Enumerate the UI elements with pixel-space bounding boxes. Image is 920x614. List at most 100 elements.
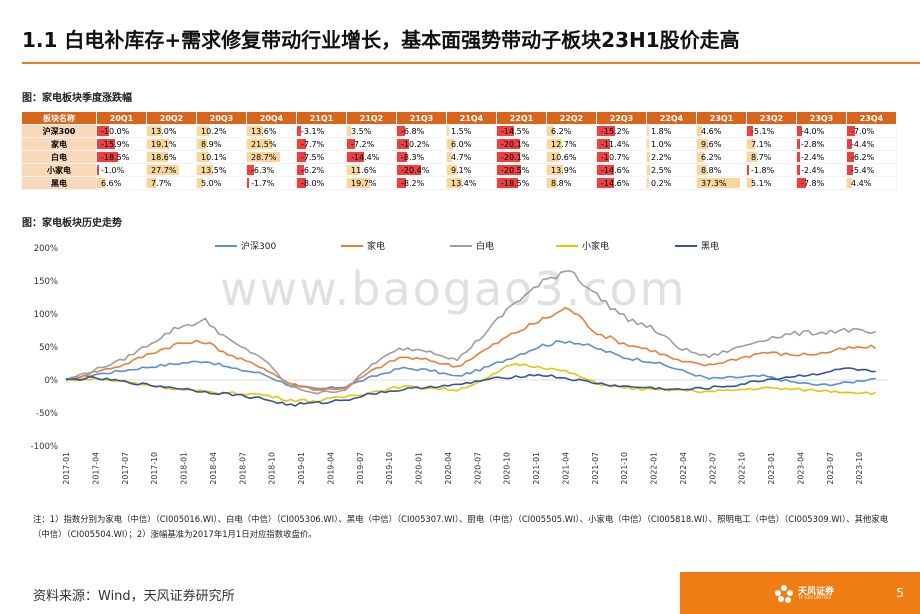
legend-label: 家电 — [367, 240, 385, 252]
cell-databar — [547, 126, 555, 136]
x-tick-label: 2022-01 — [650, 452, 659, 485]
cell-databar — [547, 165, 564, 175]
x-tick-label: 2023-04 — [796, 452, 805, 485]
cell-databar — [347, 139, 356, 149]
table-cell: -20.4% — [396, 163, 447, 177]
table-cell: 8.9% — [196, 137, 247, 151]
series-line — [65, 269, 876, 395]
y-tick-label: 200% — [34, 244, 58, 254]
table-row: 白电 -18.5% 18.6% 10.1% 28.7% -7.5% -14.4% -8.3% 4… — [21, 150, 897, 164]
header-quarter-20Q4: 20Q4 — [246, 111, 297, 125]
cell-databar — [147, 126, 162, 136]
cell-databar — [247, 126, 263, 136]
x-tick-label: 2018-04 — [209, 452, 218, 485]
table-cell: 4.7% — [446, 150, 497, 164]
row-label: 沪深300 — [21, 124, 97, 138]
x-tick-label: 2023-01 — [767, 452, 776, 485]
legend-label: 黑电 — [701, 240, 719, 252]
table-cell: 1.8% — [646, 124, 697, 138]
table-cell: 2.2% — [646, 150, 697, 164]
x-tick-label: 2022-10 — [738, 452, 747, 485]
table-cell: 2.5% — [646, 163, 697, 177]
history-line-chart: 200% 150% 100% 50% 0% -50% -100% 2017-01 2017-04… — [31, 240, 888, 485]
cell-databar — [847, 178, 853, 188]
cell-databar — [647, 165, 650, 175]
cell-databar — [647, 126, 650, 136]
x-tick-label: 2021-10 — [620, 452, 629, 485]
cell-databar — [697, 152, 705, 162]
legend-label: 白电 — [476, 240, 494, 252]
table-cell: 3.5% — [346, 124, 397, 138]
cell-databar — [697, 178, 740, 188]
x-tick-label: 2023-07 — [826, 452, 835, 485]
slide-title: 1.1 白电补库存+需求修复带动行业增长，基本面强势带动子板块23H1股价走高 — [22, 28, 740, 52]
header-quarter-21Q2: 21Q2 — [346, 111, 397, 125]
cell-databar — [697, 126, 703, 136]
y-tick-label: 0% — [45, 376, 59, 386]
cell-databar — [797, 139, 801, 149]
y-tick-label: -50% — [36, 409, 58, 419]
cell-databar — [447, 139, 454, 149]
table-cell: -10.7% — [596, 150, 647, 164]
x-tick-label: 2020-07 — [473, 452, 482, 485]
x-tick-label: 2020-01 — [415, 452, 424, 485]
x-tick-label: 2018-07 — [238, 452, 247, 485]
footer-source-area — [0, 572, 680, 614]
table-cell: -8.3% — [396, 150, 447, 164]
table-row: 黑电 6.6% 7.7% 5.0% -1.7% -8.0% 19.7% -8.2% 13.4% -… — [21, 176, 897, 190]
cell-databar — [597, 178, 614, 188]
row-label: 家电 — [21, 137, 97, 151]
header-quarter-23Q3: 23Q3 — [796, 111, 847, 125]
x-tick-label: 2019-04 — [326, 452, 335, 485]
logo-subtext: TF SECURITIES — [798, 596, 832, 601]
cell-databar — [297, 139, 306, 149]
table-cell: 7.1% — [746, 137, 797, 151]
cell-databar — [397, 165, 421, 175]
watermark: www.baogao3.com — [220, 262, 687, 316]
table-cell: 19.1% — [146, 137, 197, 151]
table-cell: 13.9% — [546, 163, 597, 177]
x-tick-label: 2021-07 — [591, 452, 600, 485]
table-cell: -6.3% — [246, 163, 297, 177]
table-header-row: 板块名称 20Q1 20Q2 20Q3 20Q4 21Q1 21Q2 21Q3 21Q4 22Q… — [21, 111, 897, 125]
x-tick-label: 2022-07 — [708, 452, 717, 485]
cell-databar — [447, 152, 453, 162]
y-tick-label: 150% — [34, 277, 58, 287]
cell-databar — [497, 165, 521, 175]
series-line — [65, 362, 877, 403]
cell-databar — [447, 178, 463, 188]
table-cell: 27.7% — [146, 163, 197, 177]
table-cell: -18.5% — [96, 150, 147, 164]
table-cell: -7.8% — [796, 176, 847, 190]
header-quarter-20Q2: 20Q2 — [146, 111, 197, 125]
cell-databar — [147, 139, 170, 149]
header-quarter-22Q4: 22Q4 — [646, 111, 697, 125]
table-cell: 13.4% — [446, 176, 497, 190]
table-cell: -15.2% — [596, 124, 647, 138]
table-row: 沪深300 -10.0% 13.0% 10.2% 13.6% -3.1% 3.5% -6.8%… — [21, 124, 897, 138]
header-quarter-21Q1: 21Q1 — [296, 111, 347, 125]
header-quarter-22Q2: 22Q2 — [546, 111, 597, 125]
table-cell: 21.5% — [246, 137, 297, 151]
table-cell: 4.4% — [846, 176, 897, 190]
cell-databar — [297, 126, 301, 136]
x-tick-label: 2017-01 — [62, 452, 71, 485]
y-tick-label: 100% — [34, 310, 58, 320]
table-cell: 6.0% — [446, 137, 497, 151]
cell-databar — [297, 152, 306, 162]
cell-databar — [247, 139, 272, 149]
quarterly-performance-table: 板块名称 20Q1 20Q2 20Q3 20Q4 21Q1 21Q2 21Q3 21Q4 22Q… — [21, 111, 897, 190]
cell-databar — [847, 152, 855, 162]
legend-label: 沪深300 — [241, 240, 276, 252]
cell-databar — [97, 152, 119, 162]
table-cell: -14.6% — [596, 176, 647, 190]
table-cell: -2.8% — [796, 137, 847, 151]
table-cell: -8.0% — [296, 176, 347, 190]
cell-databar — [497, 126, 514, 136]
series-line — [65, 367, 876, 407]
cell-databar — [647, 178, 649, 188]
table-cell: -20.1% — [496, 150, 547, 164]
page-number: 5 — [896, 586, 904, 600]
x-tick-label: 2020-04 — [444, 452, 453, 485]
table-cell: 9.1% — [446, 163, 497, 177]
